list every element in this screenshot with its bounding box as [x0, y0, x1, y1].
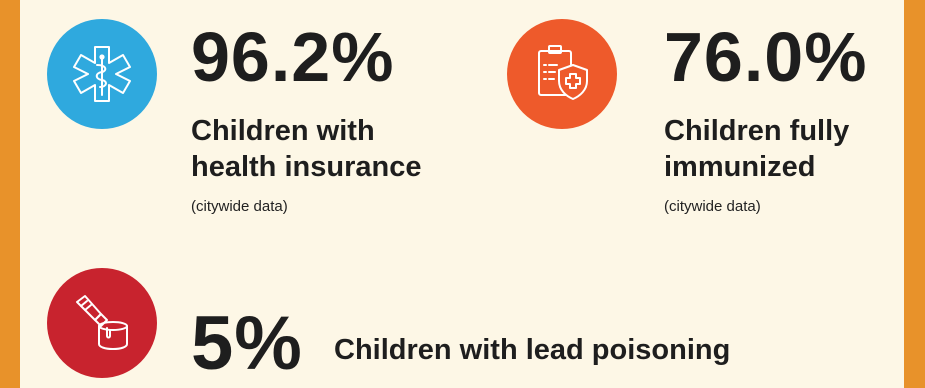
- immunized-label-line2: immunized: [664, 151, 816, 183]
- lead-value: 5%: [191, 301, 303, 386]
- insurance-note: (citywide data): [191, 198, 288, 215]
- immunized-label-line1: Children fully: [664, 115, 850, 147]
- insurance-value: 96.2%: [191, 18, 395, 96]
- paint-brush-bucket-icon: [76, 295, 128, 350]
- lead-label: Children with lead poisoning: [334, 334, 731, 366]
- insurance-label-line2: health insurance: [191, 151, 422, 183]
- clipboard-shield-cross-icon: [538, 45, 588, 100]
- immunized-value: 76.0%: [664, 18, 868, 96]
- lead-icon-circle: [47, 268, 157, 378]
- medical-star-of-life-icon: [73, 46, 131, 102]
- stats-panel: 96.2% Children with health insurance (ci…: [20, 0, 904, 388]
- immunized-note: (citywide data): [664, 198, 761, 215]
- insurance-label-line1: Children with: [191, 115, 375, 147]
- insurance-icon-circle: [47, 19, 157, 129]
- immunized-icon-circle: [507, 19, 617, 129]
